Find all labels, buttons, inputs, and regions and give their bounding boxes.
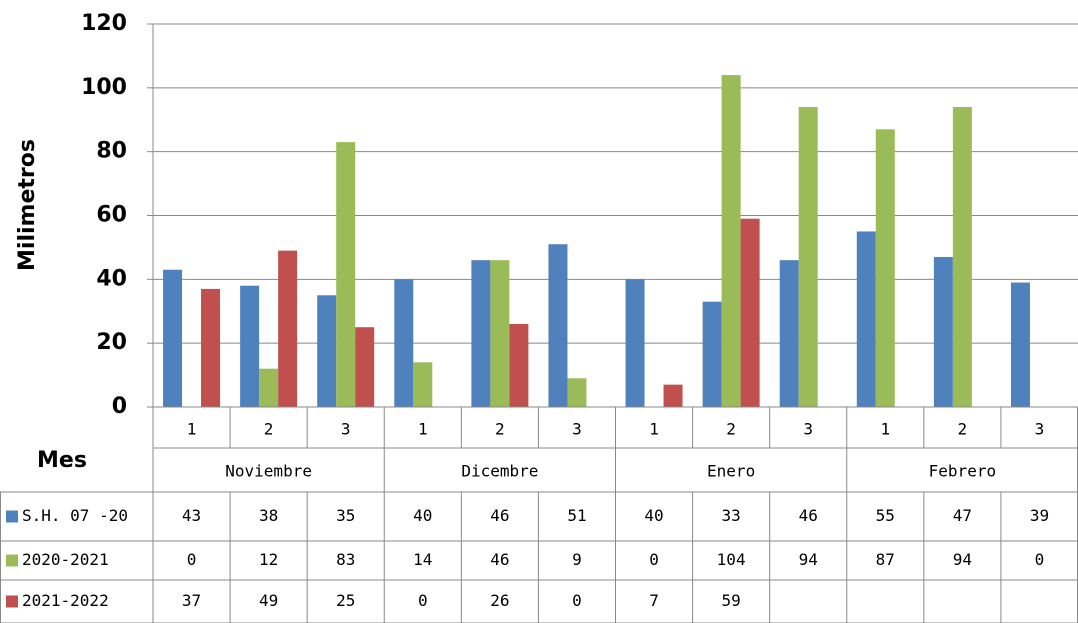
table-value: 26 xyxy=(490,591,509,610)
table-value: 0 xyxy=(572,591,582,610)
x-tick-label: 2 xyxy=(264,420,274,439)
table-value: 33 xyxy=(721,506,740,525)
table-value: 35 xyxy=(336,506,355,525)
x-tick-label: 2 xyxy=(495,420,505,439)
table-value: 87 xyxy=(876,550,895,569)
legend-key xyxy=(6,554,18,567)
table-value: 7 xyxy=(649,591,659,610)
x-tick-label: 3 xyxy=(803,420,813,439)
bar xyxy=(798,106,818,407)
x-tick-label: 2 xyxy=(726,420,736,439)
bar xyxy=(1010,282,1030,407)
x-axis-label: Mes xyxy=(37,448,87,473)
table-value: 37 xyxy=(182,591,201,610)
table-value: 47 xyxy=(953,506,972,525)
bar xyxy=(663,384,683,407)
bar xyxy=(721,75,741,408)
table-value: 38 xyxy=(259,506,278,525)
bar xyxy=(355,327,375,407)
table-value: 25 xyxy=(336,591,355,610)
table-value: 46 xyxy=(490,550,509,569)
y-tick-label: 20 xyxy=(96,330,127,355)
bar xyxy=(336,142,356,407)
bar xyxy=(163,269,183,407)
x-tick-label: 1 xyxy=(880,420,890,439)
y-tick-label: 60 xyxy=(96,203,127,228)
bar xyxy=(317,295,337,407)
table-value: 46 xyxy=(490,506,509,525)
table-value: 9 xyxy=(572,550,582,569)
bar xyxy=(394,279,414,407)
legend-label: 2021-2022 xyxy=(22,591,109,610)
table-value: 49 xyxy=(259,591,278,610)
bar xyxy=(625,279,645,407)
y-tick-label: 120 xyxy=(81,11,127,36)
x-tick-label: 3 xyxy=(341,420,351,439)
x-tick-label: 1 xyxy=(649,420,659,439)
table-value: 40 xyxy=(413,506,432,525)
group-label: Noviembre xyxy=(225,462,312,481)
table-value: 0 xyxy=(418,591,428,610)
bar xyxy=(548,244,568,407)
bar xyxy=(875,129,895,407)
bar xyxy=(952,106,972,407)
table-value: 94 xyxy=(799,550,818,569)
table-value: 40 xyxy=(644,506,663,525)
x-tick-label: 2 xyxy=(958,420,968,439)
table-value: 43 xyxy=(182,506,201,525)
y-axis-label: Milimetros xyxy=(15,139,40,271)
table-value: 46 xyxy=(799,506,818,525)
y-tick-label: 40 xyxy=(96,266,127,291)
table-value: 83 xyxy=(336,550,355,569)
bar xyxy=(471,260,491,407)
bar xyxy=(933,256,953,407)
legend-label: 2020-2021 xyxy=(22,550,109,569)
bar xyxy=(278,250,298,407)
bar xyxy=(567,378,587,407)
table-value: 104 xyxy=(717,550,746,569)
group-label: Febrero xyxy=(929,462,996,481)
bar xyxy=(259,368,279,407)
table-value: 14 xyxy=(413,550,432,569)
bar xyxy=(856,231,876,407)
table-value: 0 xyxy=(1035,550,1045,569)
bar xyxy=(702,301,722,407)
bar xyxy=(509,324,529,407)
bar xyxy=(779,260,799,407)
table-value: 94 xyxy=(953,550,972,569)
bar xyxy=(201,288,221,407)
table-value: 51 xyxy=(567,506,586,525)
y-tick-label: 80 xyxy=(96,139,127,164)
table-value: 0 xyxy=(649,550,659,569)
table-value: 39 xyxy=(1030,506,1049,525)
table-value: 59 xyxy=(721,591,740,610)
legend-key xyxy=(6,510,18,523)
group-label: Dicembre xyxy=(461,462,538,481)
table-value: 55 xyxy=(876,506,895,525)
legend-key xyxy=(6,595,18,608)
bar xyxy=(490,260,510,407)
legend-label: S.H. 07 -20 xyxy=(22,506,128,525)
x-tick-label: 1 xyxy=(418,420,428,439)
bar xyxy=(413,362,433,407)
x-tick-label: 3 xyxy=(1035,420,1045,439)
y-tick-label: 100 xyxy=(81,75,127,100)
table-value: 0 xyxy=(187,550,197,569)
table-value: 12 xyxy=(259,550,278,569)
x-tick-label: 3 xyxy=(572,420,582,439)
bar xyxy=(240,285,260,407)
y-tick-label: 0 xyxy=(112,394,127,419)
x-tick-label: 1 xyxy=(187,420,197,439)
group-label: Enero xyxy=(707,462,755,481)
bar xyxy=(740,218,760,407)
